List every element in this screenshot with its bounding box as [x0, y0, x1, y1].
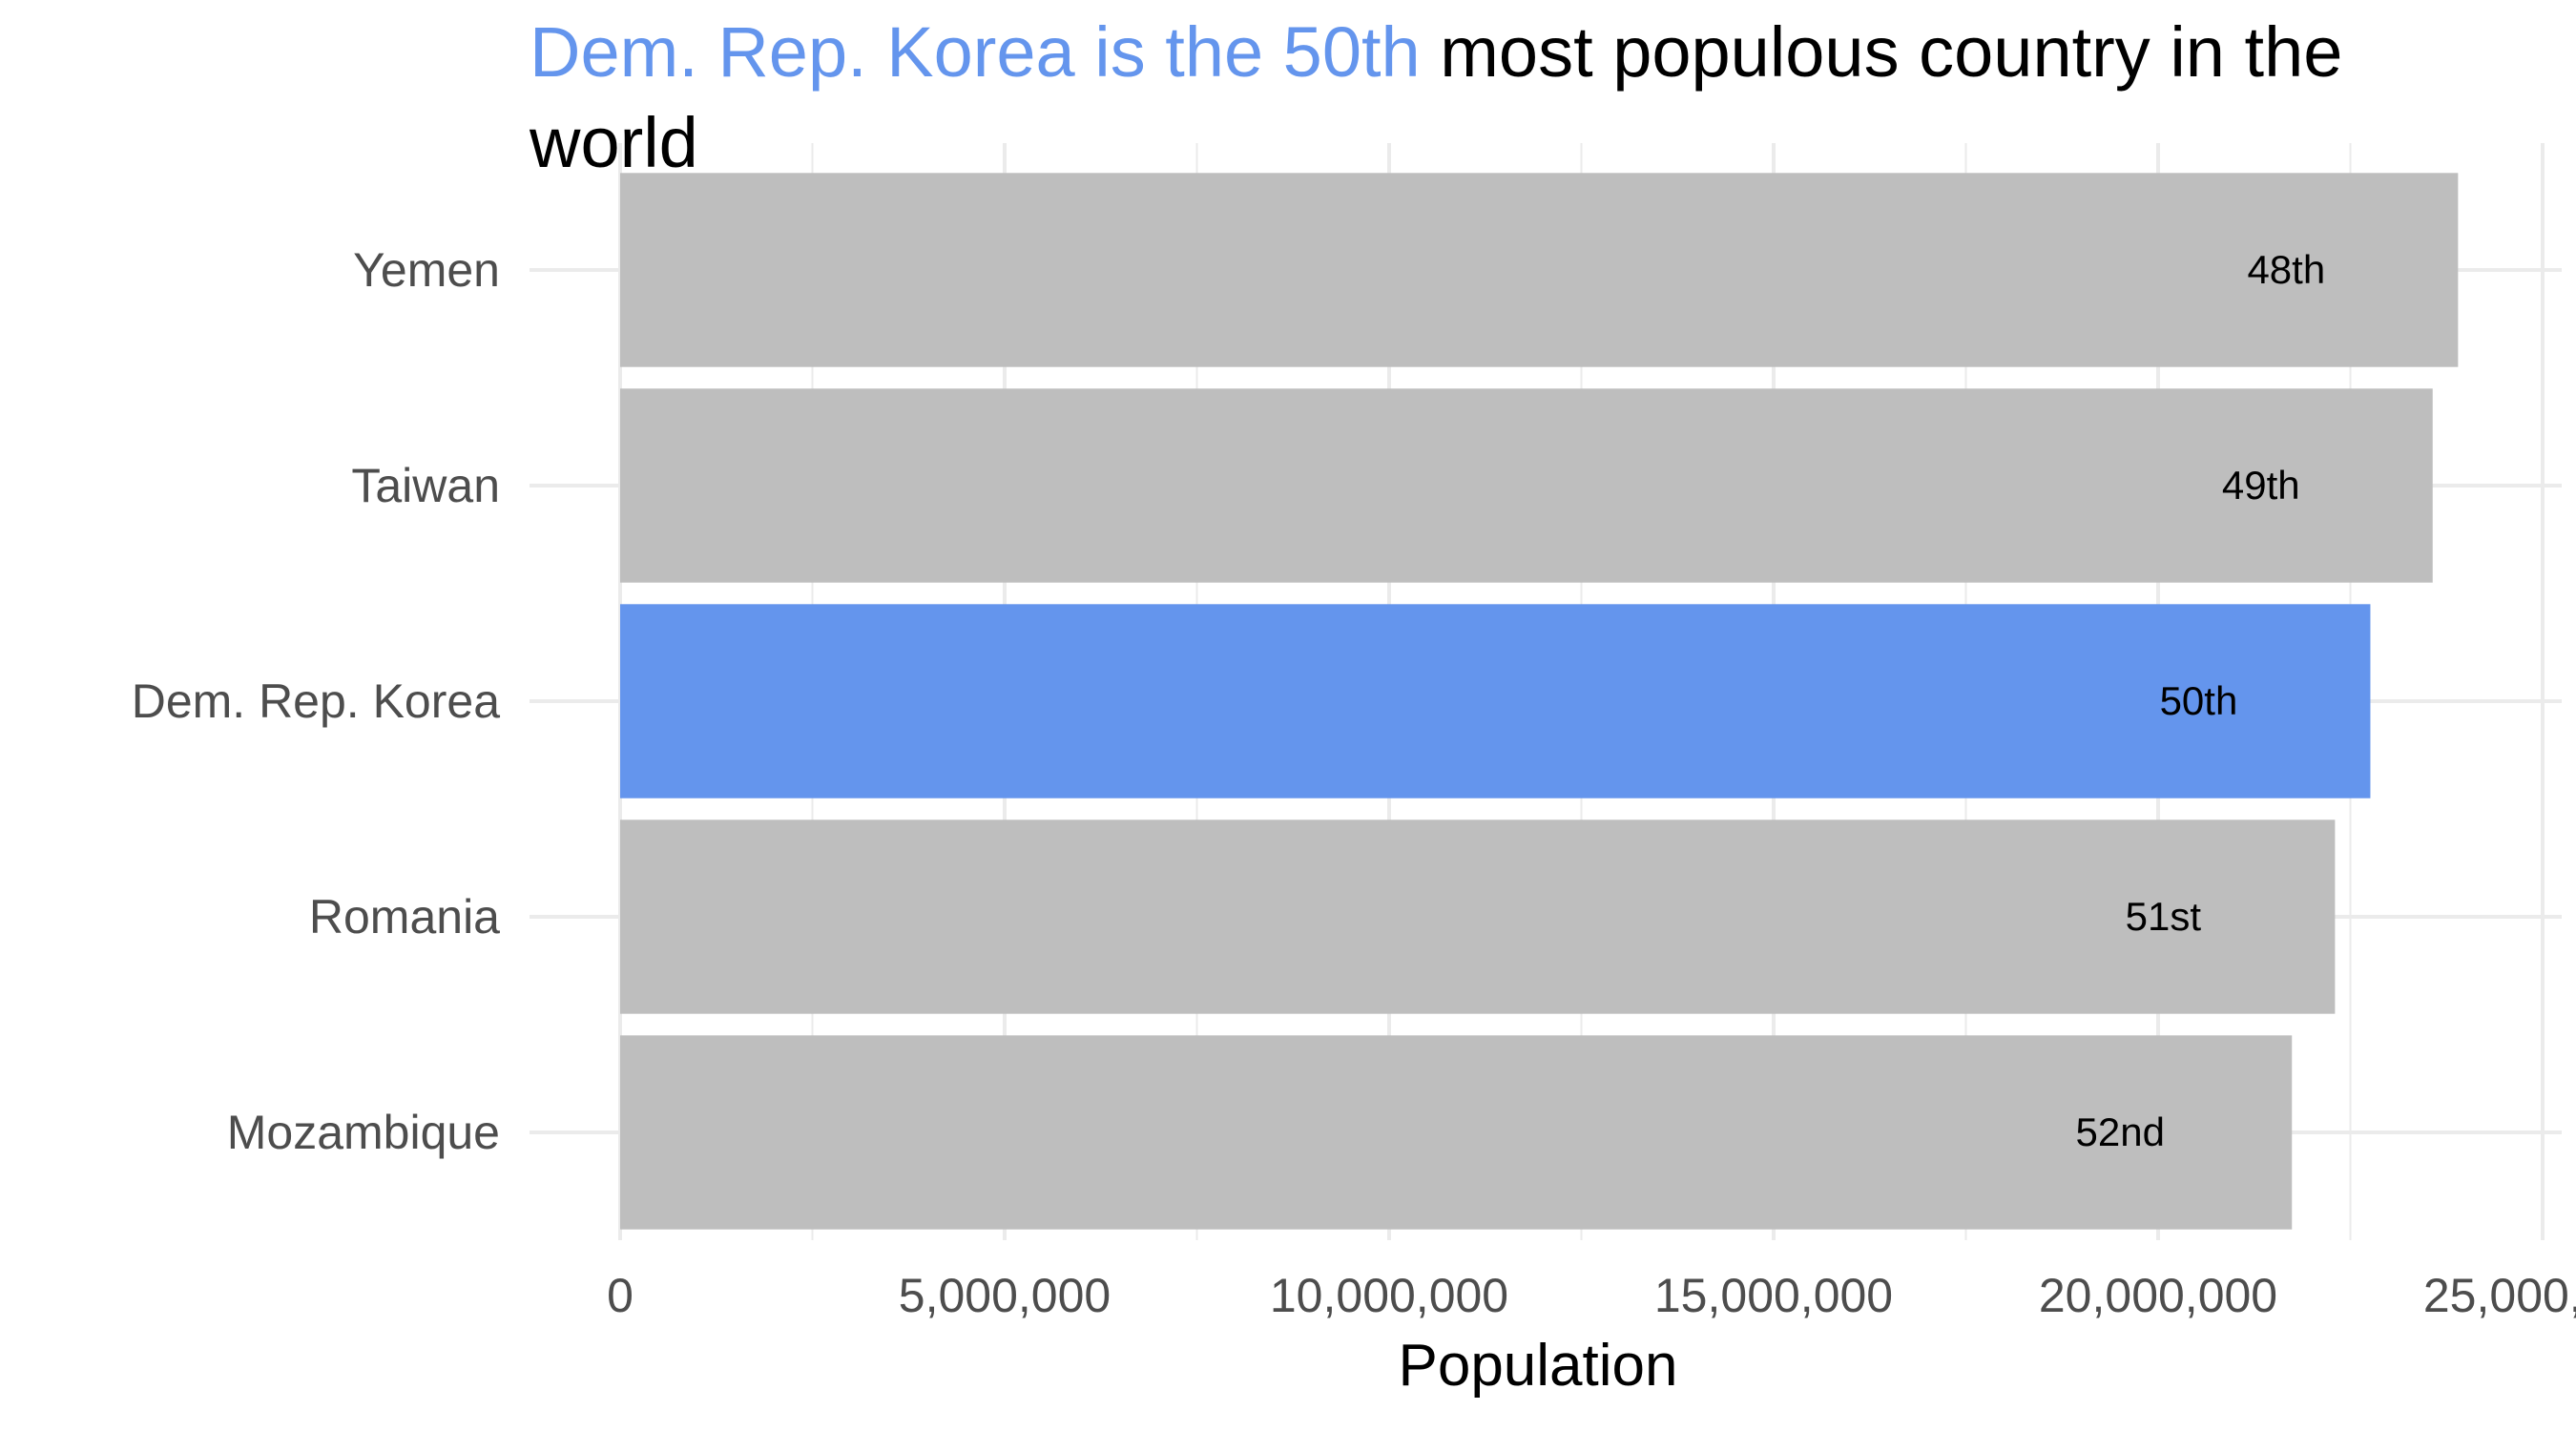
bar-taiwan	[620, 388, 2433, 583]
bar-rank-label: 51st	[2126, 894, 2202, 939]
chart-title-rest: most populous country in the	[1421, 12, 2343, 92]
bar-labels: 48th 49th 50th 51st 52nd	[2076, 247, 2326, 1154]
x-tick-label: 5,000,000	[899, 1269, 1111, 1322]
bar-romania	[620, 819, 2336, 1014]
x-tick-label: 20,000,000	[2039, 1269, 2277, 1322]
x-tick-label: 15,000,000	[1654, 1269, 1893, 1322]
y-tick-label: Dem. Rep. Korea	[132, 674, 500, 728]
chart-title-line2: world	[529, 103, 698, 182]
bar-rank-label: 48th	[2247, 247, 2325, 292]
y-tick-label: Mozambique	[227, 1106, 500, 1159]
bar-mozambique	[620, 1035, 2293, 1230]
bar-yemen	[620, 173, 2459, 367]
y-tick-label: Taiwan	[351, 459, 500, 512]
bars	[620, 173, 2459, 1230]
y-tick-label: Yemen	[353, 243, 500, 297]
bar-rank-label: 52nd	[2076, 1110, 2165, 1154]
x-tick-label: 25,000,000	[2423, 1269, 2576, 1322]
bar-rank-label: 50th	[2160, 678, 2238, 723]
chart-title-highlight: Dem. Rep. Korea is the 50th	[530, 12, 1421, 92]
x-tick-label: 10,000,000	[1270, 1269, 1508, 1322]
bar-dem-rep-korea	[620, 604, 2371, 798]
chart-title: Dem. Rep. Korea is the 50th most populou…	[530, 12, 2342, 92]
bar-rank-label: 49th	[2222, 463, 2300, 508]
y-axis-ticks: Yemen Taiwan Dem. Rep. Korea Romania Mozambi…	[132, 243, 500, 1159]
x-axis-title: Population	[1398, 1333, 1677, 1399]
y-tick-label: Romania	[309, 890, 500, 944]
x-axis-ticks: 0 5,000,000 10,000,000 15,000,000 20,000,000…	[607, 1269, 2576, 1322]
x-tick-label: 0	[607, 1269, 634, 1322]
